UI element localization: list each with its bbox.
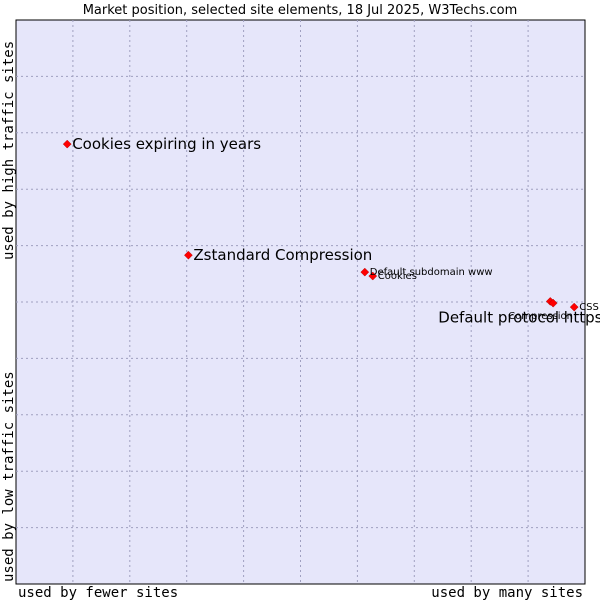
point-label: Default protocol https	[438, 308, 600, 326]
point-label: Cookies	[378, 271, 417, 282]
y-axis-label-bottom: used by low traffic sites	[1, 371, 17, 582]
scatter-point	[360, 267, 370, 277]
point-label: Compression	[508, 311, 573, 322]
scatter-point	[569, 302, 579, 312]
grid	[16, 20, 585, 584]
x-axis-label-right: used by many sites	[431, 585, 583, 600]
point-label: Zstandard Compression	[193, 246, 372, 264]
points	[62, 139, 579, 312]
chart-title: Market position, selected site elements,…	[83, 3, 518, 18]
scatter-point	[368, 271, 378, 281]
point-label: Default subdomain www	[370, 267, 493, 278]
scatter-point	[184, 250, 193, 260]
x-axis-label-left: used by fewer sites	[18, 585, 178, 600]
point-labels: Cookies expiring in years Zstandard Compr…	[72, 135, 600, 326]
point-label: CSS	[579, 302, 599, 313]
point-label: Cookies expiring in years	[72, 135, 261, 153]
scatter-point	[548, 298, 558, 308]
scatter-point	[62, 139, 72, 149]
y-axis-label-top: used by high traffic sites	[1, 41, 17, 260]
